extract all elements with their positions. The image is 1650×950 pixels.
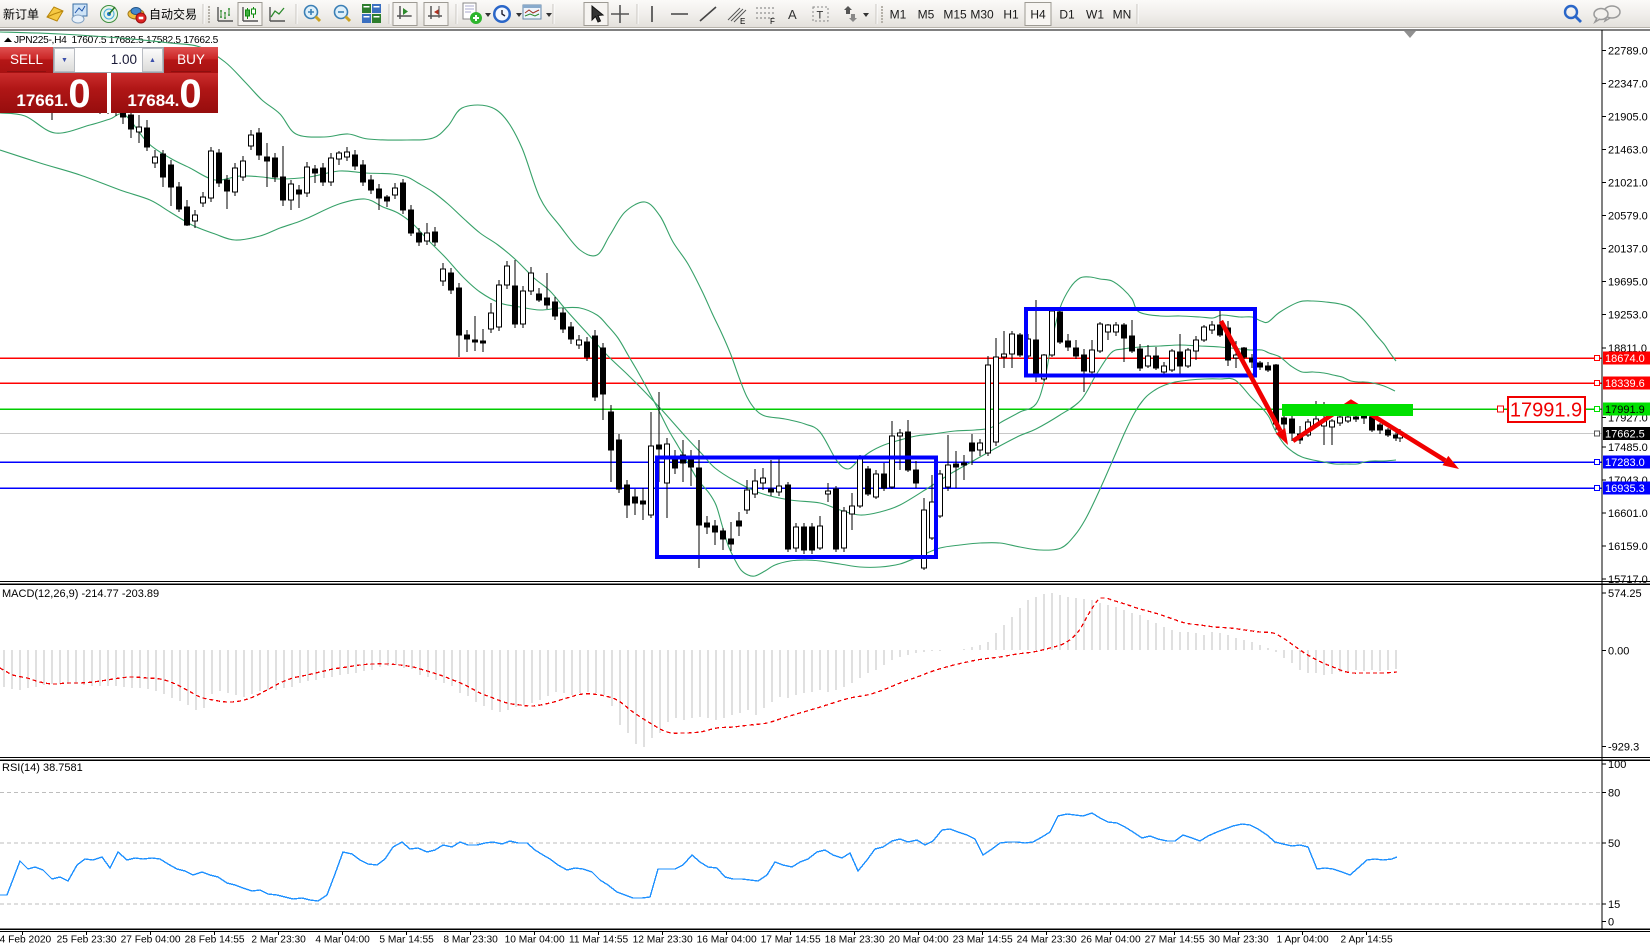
svg-text:18 Mar 23:30: 18 Mar 23:30 <box>825 935 885 946</box>
svg-text:18674.0: 18674.0 <box>1605 353 1645 365</box>
svg-text:16935.3: 16935.3 <box>1605 483 1645 495</box>
svg-text:A: A <box>788 7 797 22</box>
svg-text:1 Apr 04:00: 1 Apr 04:00 <box>1277 935 1329 946</box>
svg-text:24 Feb 2020: 24 Feb 2020 <box>0 935 52 946</box>
svg-text:16601.0: 16601.0 <box>1608 508 1648 520</box>
svg-text:E: E <box>740 17 745 26</box>
svg-text:自动交易: 自动交易 <box>149 7 197 22</box>
svg-text:22789.0: 22789.0 <box>1608 45 1648 57</box>
svg-text:F: F <box>770 17 775 26</box>
svg-text:17991.9: 17991.9 <box>1510 400 1582 422</box>
svg-text:0: 0 <box>1608 917 1614 929</box>
svg-text:-929.3: -929.3 <box>1608 742 1639 754</box>
svg-text:25 Feb 23:30: 25 Feb 23:30 <box>57 935 117 946</box>
svg-text:15: 15 <box>1608 899 1620 911</box>
svg-text:20137.0: 20137.0 <box>1608 244 1648 256</box>
svg-text:20579.0: 20579.0 <box>1608 211 1648 223</box>
svg-text:16 Mar 04:00: 16 Mar 04:00 <box>697 935 757 946</box>
svg-text:19253.0: 19253.0 <box>1608 310 1648 322</box>
svg-text:8 Mar 23:30: 8 Mar 23:30 <box>443 935 498 946</box>
svg-text:16159.0: 16159.0 <box>1608 541 1648 553</box>
svg-text:2 Mar 23:30: 2 Mar 23:30 <box>251 935 306 946</box>
svg-text:28 Feb 14:55: 28 Feb 14:55 <box>185 935 245 946</box>
svg-text:19695.0: 19695.0 <box>1608 277 1648 289</box>
svg-text:RSI(14) 38.7581: RSI(14) 38.7581 <box>2 762 83 774</box>
svg-text:17283.0: 17283.0 <box>1605 457 1645 469</box>
svg-text:2 Apr 14:55: 2 Apr 14:55 <box>1341 935 1393 946</box>
svg-text:H4: H4 <box>1030 8 1046 22</box>
svg-text:11 Mar 14:55: 11 Mar 14:55 <box>569 935 629 946</box>
svg-text:5 Mar 14:55: 5 Mar 14:55 <box>379 935 434 946</box>
svg-text:24 Mar 23:30: 24 Mar 23:30 <box>1017 935 1077 946</box>
svg-text:15717.0: 15717.0 <box>1608 574 1648 586</box>
svg-text:574.25: 574.25 <box>1608 588 1642 600</box>
svg-text:17485.0: 17485.0 <box>1608 442 1648 454</box>
svg-text:T: T <box>817 10 824 22</box>
svg-text:MN: MN <box>1113 8 1132 22</box>
svg-text:12 Mar 23:30: 12 Mar 23:30 <box>633 935 693 946</box>
svg-text:M30: M30 <box>970 8 994 22</box>
svg-text:0.00: 0.00 <box>1608 646 1629 658</box>
svg-text:80: 80 <box>1608 788 1620 800</box>
svg-text:27 Mar 14:55: 27 Mar 14:55 <box>1145 935 1205 946</box>
svg-text:21021.0: 21021.0 <box>1608 178 1648 190</box>
svg-text:23 Mar 14:55: 23 Mar 14:55 <box>953 935 1013 946</box>
svg-text:新订单: 新订单 <box>3 7 39 22</box>
svg-text:30 Mar 23:30: 30 Mar 23:30 <box>1209 935 1269 946</box>
svg-text:MACD(12,26,9) -214.77 -203.89: MACD(12,26,9) -214.77 -203.89 <box>2 588 159 600</box>
svg-text:10 Mar 04:00: 10 Mar 04:00 <box>505 935 565 946</box>
svg-text:18339.6: 18339.6 <box>1605 378 1645 390</box>
svg-text:27 Feb 04:00: 27 Feb 04:00 <box>121 935 181 946</box>
svg-text:H1: H1 <box>1003 8 1019 22</box>
svg-text:M1: M1 <box>890 8 907 22</box>
svg-text:W1: W1 <box>1086 8 1104 22</box>
svg-text:21905.0: 21905.0 <box>1608 111 1648 123</box>
svg-text:M5: M5 <box>918 8 935 22</box>
svg-text:JPN225-,H4 17607.5 17682.5 17: JPN225-,H4 17607.5 17682.5 17582.5 17662… <box>14 35 219 46</box>
svg-text:M15: M15 <box>943 8 967 22</box>
svg-text:50: 50 <box>1608 838 1620 850</box>
svg-text:17991.9: 17991.9 <box>1605 404 1645 416</box>
svg-text:4 Mar 04:00: 4 Mar 04:00 <box>315 935 370 946</box>
svg-text:21463.0: 21463.0 <box>1608 145 1648 157</box>
svg-text:17 Mar 14:55: 17 Mar 14:55 <box>761 935 821 946</box>
svg-text:17662.5: 17662.5 <box>1605 429 1645 441</box>
svg-text:D1: D1 <box>1059 8 1075 22</box>
svg-text:100: 100 <box>1608 759 1626 771</box>
svg-text:20 Mar 04:00: 20 Mar 04:00 <box>889 935 949 946</box>
svg-text:26 Mar 04:00: 26 Mar 04:00 <box>1081 935 1141 946</box>
svg-text:22347.0: 22347.0 <box>1608 78 1648 90</box>
